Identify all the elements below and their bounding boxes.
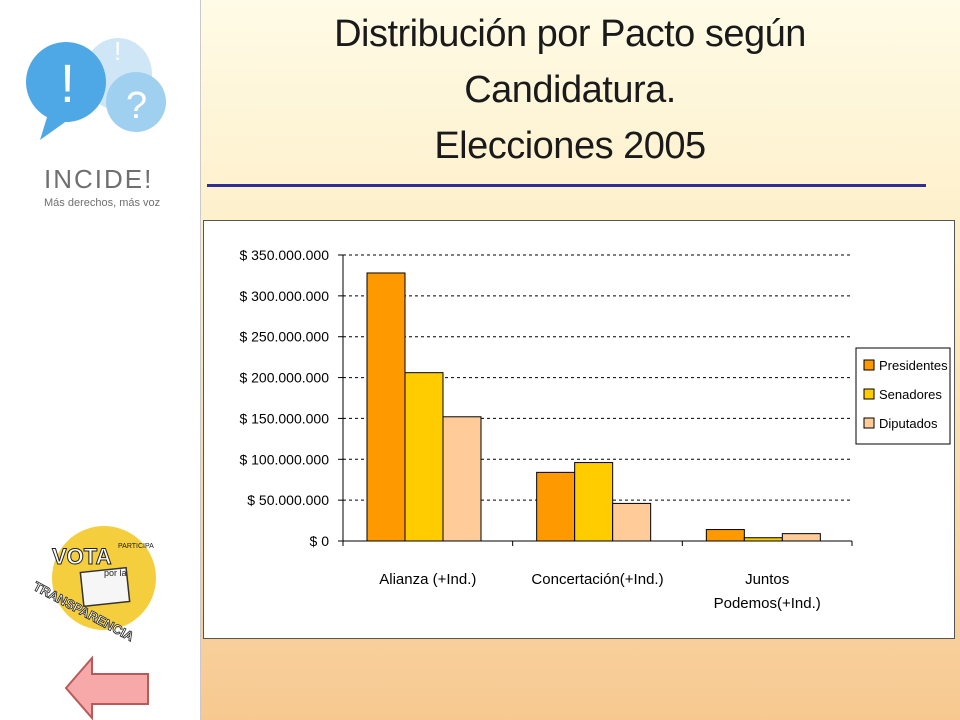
title-line: Elecciones 2005 (434, 125, 706, 167)
sidebar: ! ? ! INCIDE! Más derechos, más voz VOTA… (0, 0, 201, 720)
bar-senadores (574, 462, 614, 542)
exclamation-icon: ! (60, 54, 75, 114)
bar-diputados (781, 533, 821, 542)
y-tick-label: $ 350.000.000 (239, 247, 329, 263)
bar-diputados (442, 416, 482, 542)
exclamation-icon: ! (114, 36, 121, 66)
bar-presidentes (705, 529, 745, 542)
x-tick-label: Concertación(+Ind.) (531, 571, 663, 588)
y-tick-label: $ 150.000.000 (239, 410, 329, 426)
bar-diputados (612, 502, 652, 542)
por-la-text: por la (104, 568, 127, 578)
slide-title: Distribución por Pacto según Candidatura… (210, 6, 930, 174)
incide-wordmark: INCIDE! (44, 164, 153, 194)
bar-presidentes (536, 471, 576, 542)
vota-transparencia-logo: VOTA por la PARTICIPA TRANSPARENCIA (30, 526, 156, 643)
incide-logo: ! ? ! INCIDE! Más derechos, más voz (26, 36, 166, 209)
legend-swatch (863, 359, 875, 371)
x-tick-label: Juntos (745, 571, 789, 588)
title-underline (207, 184, 926, 187)
x-tick-label: Podemos(+Ind.) (714, 595, 821, 612)
ballot-box-icon (79, 566, 131, 608)
bar-presidentes (366, 272, 406, 542)
chart-container: $ 0 $ 50.000.000 $ 100.000.000 $ 150.000.00… (203, 220, 955, 639)
legend-swatch (863, 388, 875, 400)
title-line: Distribución por Pacto según (334, 13, 806, 55)
legend-swatch (863, 417, 875, 429)
x-tick-label: Alianza (+Ind.) (379, 571, 476, 588)
left-arrow-icon[interactable] (64, 655, 149, 720)
y-tick-label: $ 50.000.000 (247, 492, 329, 508)
title-line: Candidatura. (464, 69, 676, 111)
y-tick-label: $ 200.000.000 (239, 370, 329, 386)
legend-label: Diputados (879, 416, 938, 431)
y-tick-label: $ 300.000.000 (239, 288, 329, 304)
y-tick-label: $ 0 (310, 533, 330, 549)
bar-chart: $ 0 $ 50.000.000 $ 100.000.000 $ 150.000.00… (239, 247, 951, 612)
legend-label: Presidentes (879, 358, 948, 373)
vota-text: VOTA (52, 544, 112, 569)
back-button[interactable] (64, 654, 150, 720)
speech-bubble-icon (106, 72, 166, 132)
question-icon: ? (126, 85, 147, 127)
y-tick-label: $ 250.000.000 (239, 329, 329, 345)
legend-label: Senadores (879, 387, 942, 402)
speech-bubble-tail (40, 114, 68, 140)
participa-badge: PARTICIPA (118, 543, 154, 550)
incide-tagline: Más derechos, más voz (44, 197, 160, 209)
speech-bubble-icon (26, 42, 106, 122)
y-tick-label: $ 100.000.000 (239, 451, 329, 467)
bar-senadores (404, 372, 444, 542)
